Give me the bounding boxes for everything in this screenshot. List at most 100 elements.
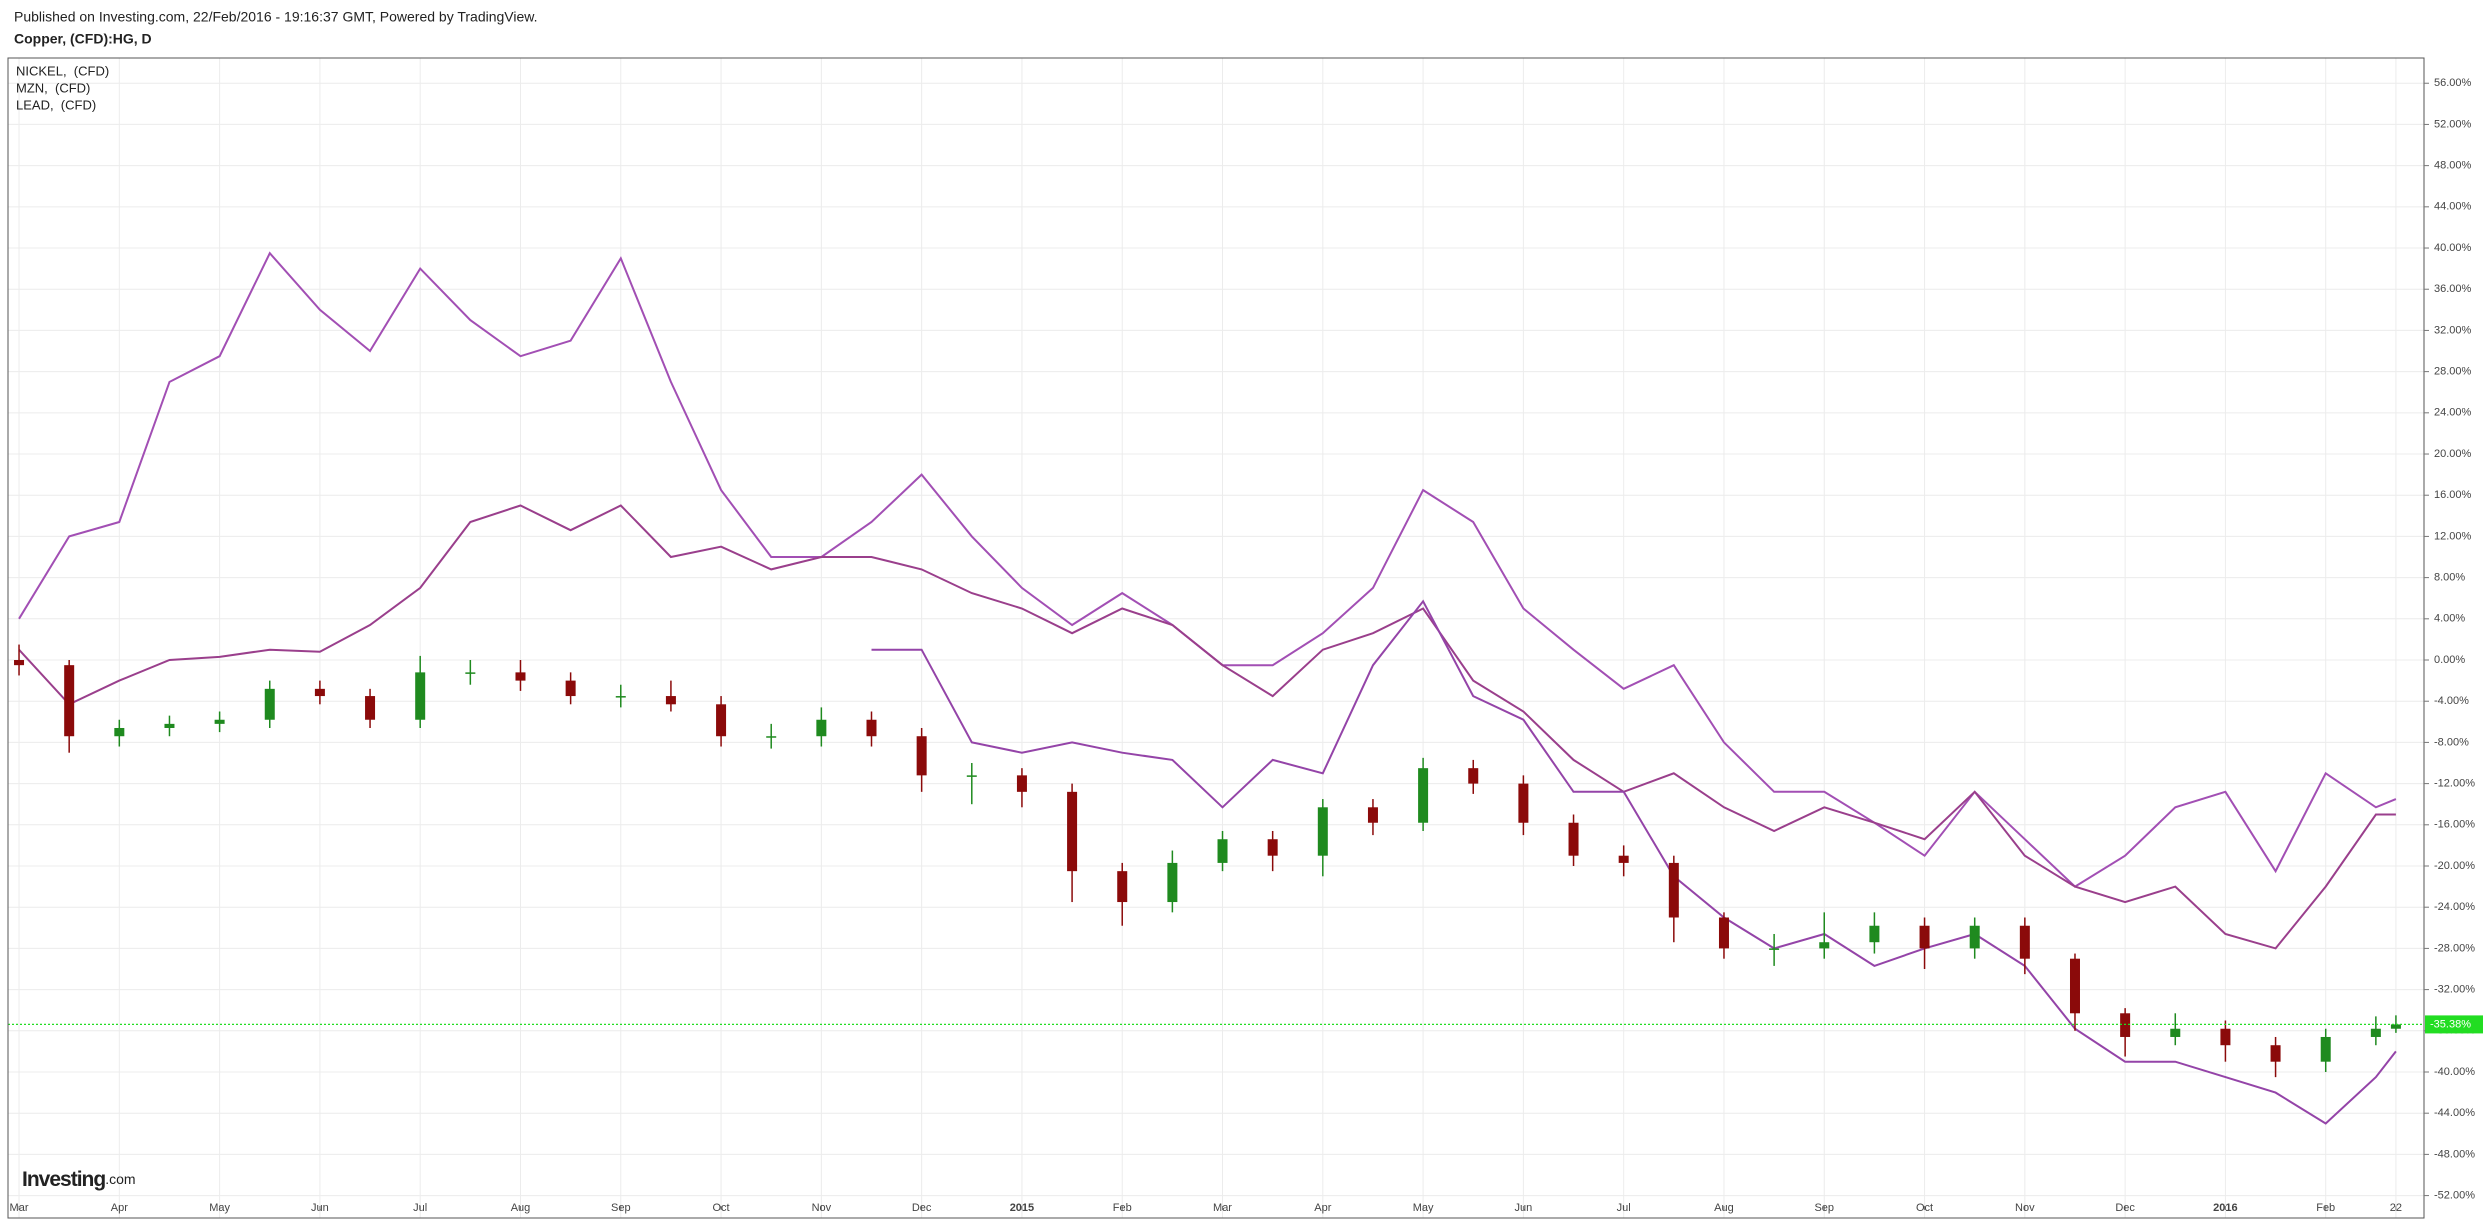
x-tick-label: Apr	[111, 1202, 128, 1214]
candle-body	[214, 719, 225, 724]
y-tick-label: 12.00%	[2434, 530, 2472, 542]
candle-body	[1016, 775, 1027, 792]
series-line	[18, 504, 2396, 950]
candle-body	[2370, 1028, 2381, 1037]
x-tick-label: Jul	[413, 1202, 427, 1214]
y-tick-label: 40.00%	[2434, 242, 2472, 254]
candle-body	[1267, 839, 1278, 856]
candle-body	[716, 704, 727, 737]
candle-body	[565, 680, 576, 697]
y-tick-label: 16.00%	[2434, 489, 2472, 501]
y-tick-label: 36.00%	[2434, 283, 2472, 295]
y-tick-label: -12.00%	[2434, 778, 2475, 790]
chart-title: Copper, (CFD):HG, D	[14, 31, 152, 47]
candle-body	[515, 672, 526, 681]
candle-body	[1618, 855, 1629, 863]
x-tick-label: Dec	[912, 1202, 932, 1214]
y-tick-label: 28.00%	[2434, 366, 2472, 378]
x-tick-label: May	[1413, 1202, 1434, 1214]
legend-entry: NICKEL, (CFD)	[16, 63, 109, 78]
candle-body	[916, 736, 927, 776]
x-tick-label: Jun	[311, 1202, 329, 1214]
last-value-label: -35.38%	[2430, 1018, 2471, 1030]
candles	[14, 644, 2401, 1078]
candle-body	[2069, 958, 2080, 1014]
y-tick-label: 44.00%	[2434, 201, 2472, 213]
candle-body	[415, 672, 426, 720]
x-tick-label: Mar	[1213, 1202, 1232, 1214]
candle-body	[1869, 925, 1880, 943]
x-tick-label: Sep	[611, 1202, 631, 1214]
candle-body	[1217, 839, 1228, 863]
y-tick-label: 8.00%	[2434, 572, 2465, 584]
brand-suffix: .com	[105, 1171, 135, 1187]
x-tick-label: Jul	[1617, 1202, 1631, 1214]
x-tick-label: Dec	[2115, 1202, 2135, 1214]
plot-border	[7, 57, 2425, 1219]
candle-body	[1167, 862, 1178, 903]
y-tick-label: -40.00%	[2434, 1066, 2475, 1078]
candle-body	[966, 775, 977, 777]
x-tick-label: Mar	[10, 1202, 29, 1214]
y-tick-label: -20.00%	[2434, 860, 2475, 872]
candle-body	[1518, 783, 1529, 823]
candle-body	[465, 672, 476, 674]
x-tick-label: Jun	[1515, 1202, 1533, 1214]
candle-body	[1117, 871, 1128, 903]
candle-body	[615, 696, 626, 698]
x-tick-label: Sep	[1814, 1202, 1834, 1214]
candle-body	[14, 660, 25, 666]
y-tick-label: -44.00%	[2434, 1107, 2475, 1119]
x-tick-label: 2015	[1010, 1202, 1034, 1214]
x-tick-label: Feb	[1113, 1202, 1132, 1214]
candle-body	[1367, 807, 1378, 823]
candle-body	[866, 719, 877, 737]
candle-body	[2270, 1045, 2281, 1062]
y-tick-label: -32.00%	[2434, 984, 2475, 996]
brand: Investing.com	[22, 1168, 136, 1191]
candle-body	[114, 727, 125, 737]
candle-body	[1468, 768, 1479, 784]
candle-body	[1317, 807, 1328, 856]
y-tick-label: -16.00%	[2434, 819, 2475, 831]
x-tick-label: Apr	[1314, 1202, 1331, 1214]
published-note: Published on Investing.com, 22/Feb/2016 …	[14, 9, 538, 25]
candle-body	[2019, 925, 2030, 959]
last-value-box	[2425, 1015, 2483, 1034]
x-tick-label: Oct	[1916, 1202, 1933, 1214]
candle-body	[766, 736, 777, 738]
series-line	[871, 599, 2397, 1125]
candle-body	[1668, 862, 1679, 918]
legend-entry: LEAD, (CFD)	[16, 97, 96, 112]
candle-body	[1819, 942, 1830, 949]
candle-body	[64, 665, 75, 737]
candle-body	[2120, 1013, 2131, 1037]
y-tick-label: 52.00%	[2434, 118, 2472, 130]
x-tick-label: Oct	[713, 1202, 730, 1214]
candle-body	[2170, 1028, 2181, 1037]
candle-body	[1919, 925, 1930, 949]
candle-body	[365, 696, 376, 720]
y-tick-label: 0.00%	[2434, 654, 2465, 666]
candle-body	[2320, 1036, 2331, 1062]
y-tick-label: -28.00%	[2434, 942, 2475, 954]
y-tick-label: 32.00%	[2434, 324, 2472, 336]
x-tick-label: Aug	[1714, 1202, 1734, 1214]
candle-body	[1418, 768, 1429, 823]
candle-body	[1969, 925, 1980, 949]
candle-body	[816, 719, 827, 737]
brand-name: Investing	[22, 1168, 105, 1191]
legend-entry: MZN, (CFD)	[16, 80, 90, 95]
candle-body	[164, 723, 175, 728]
candle-body	[314, 688, 325, 697]
y-tick-label: 56.00%	[2434, 77, 2472, 89]
y-tick-label: -24.00%	[2434, 901, 2475, 913]
axes: -52.00%-48.00%-44.00%-40.00%-36.00%-32.0…	[10, 77, 2483, 1214]
candle-body	[1067, 791, 1078, 872]
y-tick-label: -4.00%	[2434, 695, 2469, 707]
y-tick-label: -48.00%	[2434, 1148, 2475, 1160]
y-tick-label: 24.00%	[2434, 407, 2472, 419]
candle-body	[1568, 822, 1579, 856]
